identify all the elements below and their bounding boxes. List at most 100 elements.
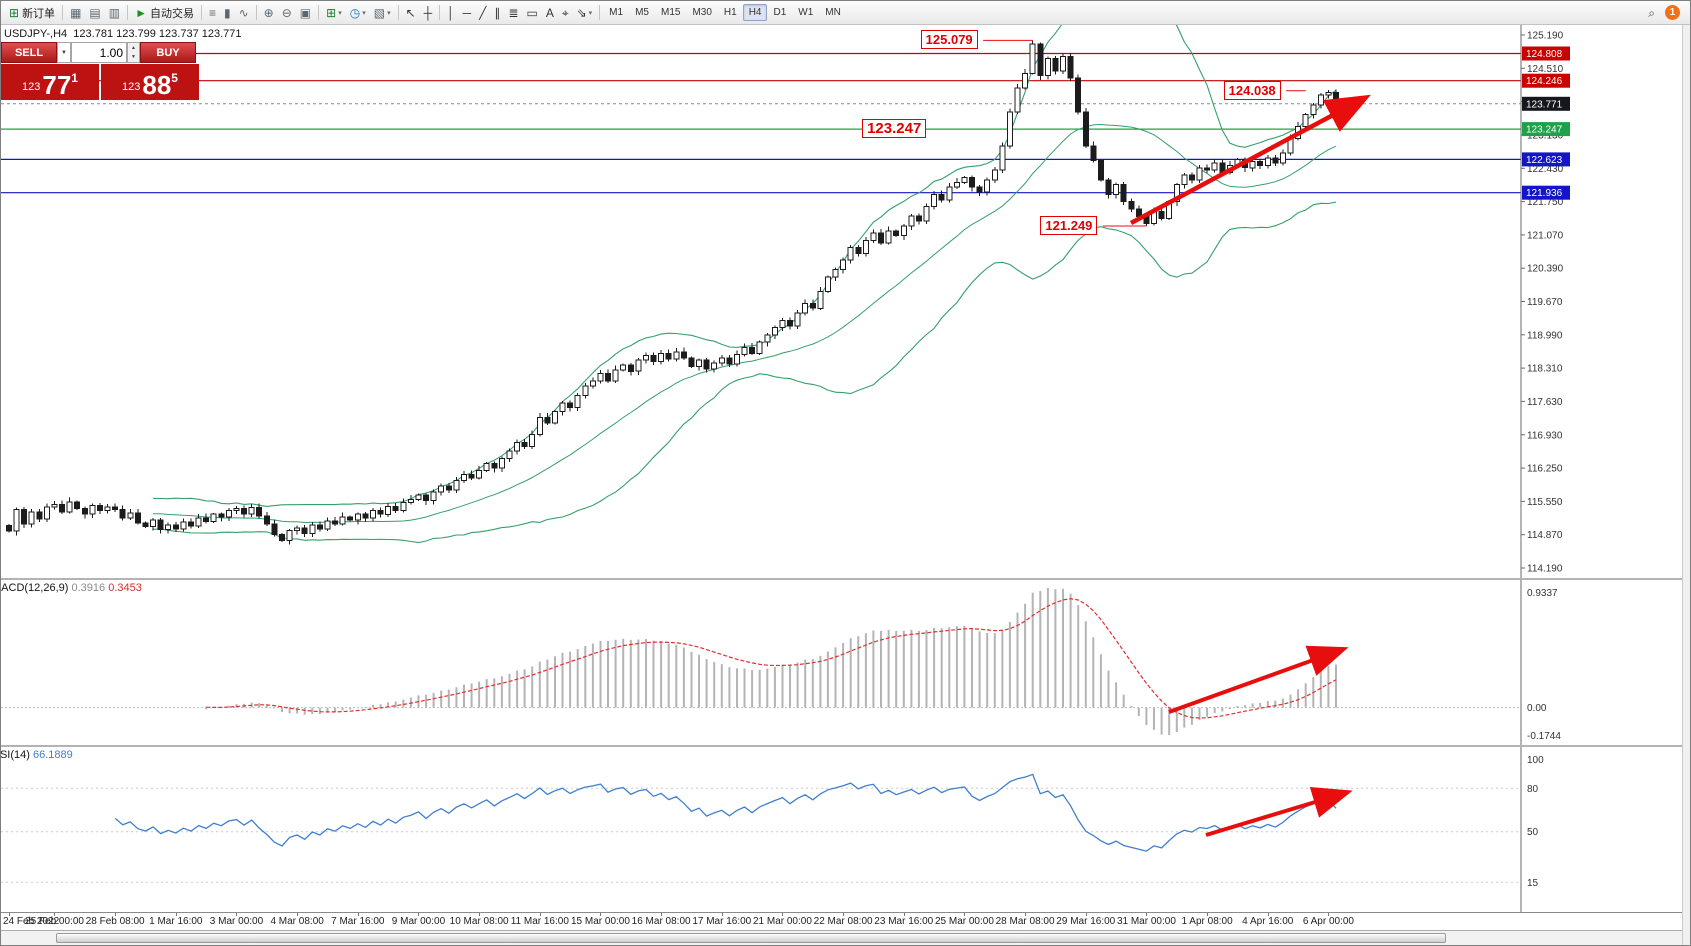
timeframe-MN[interactable]: MN [825, 7, 841, 18]
timeframe-D1[interactable]: D1 [773, 7, 787, 18]
rsi-canvas[interactable]: 100 80 50 15 [1, 747, 1682, 912]
zoom-out-icon: ⊖ [281, 5, 292, 20]
svg-text:121.936: 121.936 [1526, 188, 1563, 199]
macd-canvas[interactable]: 0.9337 0.00 -0.1744 [1, 580, 1682, 745]
search-button[interactable]: ⌕ [1645, 3, 1658, 23]
data-window-icon[interactable]: ▥ [106, 3, 123, 23]
price-badge: 121.936 [1522, 185, 1570, 200]
time-tick [903, 913, 905, 916]
main-chart-canvas-holder[interactable]: 125.190124.510123.830123.130122.430121.7… [1, 25, 1690, 578]
text-icon[interactable]: A [543, 3, 557, 23]
price-annotation[interactable]: 123.247 [862, 119, 927, 139]
buy-button[interactable]: BUY [140, 42, 196, 63]
shapes-icon[interactable]: ▭ [523, 3, 540, 23]
label-icon[interactable]: ⌖ [559, 3, 572, 23]
timeframe-M15[interactable]: M15 [660, 7, 681, 18]
panel-separator[interactable] [1, 745, 1690, 747]
tile-windows-icon[interactable]: ▣ [297, 3, 314, 23]
fibonacci-icon[interactable]: ≣ [505, 3, 521, 23]
price-tick-label: 121.070 [1527, 230, 1564, 241]
price-badge: 123.771 [1522, 96, 1570, 111]
channel-icon: ∥ [494, 5, 501, 20]
trend-arrow[interactable] [1129, 94, 1371, 225]
time-tick [1085, 913, 1087, 916]
rsi-line [114, 773, 1337, 852]
toolbar-separator [397, 5, 399, 20]
sell-button[interactable]: SELL [1, 42, 57, 63]
volume-dropdown-caret-icon[interactable]: ▼ [57, 42, 71, 63]
crosshair-icon[interactable]: ┼ [421, 3, 436, 23]
timeframe-M1[interactable]: M1 [609, 7, 624, 18]
symbol-period-label: USDJPY-,H4 [4, 28, 68, 40]
price-tick-label: 119.670 [1527, 297, 1563, 308]
templates-icon[interactable]: ▧ ▾ [371, 3, 394, 23]
time-label: 28 Mar 08:00 [995, 916, 1055, 927]
main-chart-panel[interactable]: 125.190124.510123.830123.130122.430121.7… [1, 25, 1690, 578]
volume-spinner[interactable]: ▲ ▼ [127, 42, 140, 63]
candle-chart-icon[interactable]: ▮ [221, 3, 234, 23]
line-chart-icon[interactable]: ∿ [236, 3, 252, 23]
svg-text:124.808: 124.808 [1526, 49, 1563, 60]
macd-histogram [205, 588, 1337, 735]
candles [6, 40, 1339, 545]
price-annotation[interactable]: 125.079 [920, 30, 978, 50]
time-label: 29 Mar 16:00 [1056, 916, 1116, 927]
channel-icon[interactable]: ∥ [491, 3, 503, 23]
macd-scale-zero: 0.00 [1527, 703, 1547, 714]
main-chart-canvas[interactable]: 125.190124.510123.830123.130122.430121.7… [1, 25, 1682, 578]
volume-down-icon[interactable]: ▼ [131, 54, 136, 61]
cursor-icon[interactable]: ↖ [403, 3, 419, 23]
timeframe-M30[interactable]: M30 [692, 7, 712, 18]
time-tick [1207, 913, 1209, 916]
toolbar-separator [200, 5, 202, 20]
timeframe-M5[interactable]: M5 [635, 7, 649, 18]
rsi-panel[interactable]: 100 80 50 15 RSI(14) 66.1889 [1, 747, 1690, 912]
horizontal-line-icon[interactable]: ─ [460, 3, 475, 23]
autotrade-button[interactable]: ► 自动交易 [132, 3, 197, 23]
svg-text:122.623: 122.623 [1526, 155, 1563, 166]
zoom-out-icon[interactable]: ⊖ [279, 3, 295, 23]
buy-price-display[interactable]: 123 88 5 [101, 64, 199, 100]
new-chart-icon[interactable]: ⊞ ▾ [323, 3, 345, 23]
zoom-in-icon[interactable]: ⊕ [261, 3, 277, 23]
timeframe-W1[interactable]: W1 [798, 7, 814, 18]
time-axis: 24 Feb 2022 25 Feb 00:00 28 Feb 08:00 1 Mar… [1, 912, 1690, 930]
time-tick [175, 913, 177, 916]
time-label: 16 Mar 08:00 [631, 916, 691, 927]
timeframe-H4[interactable]: H4 [742, 4, 768, 21]
macd-canvas-holder[interactable]: 0.9337 0.00 -0.1744 [1, 580, 1690, 745]
toolbar-right: ⌕ 1 [1644, 3, 1686, 23]
chevron-down-icon: ▾ [362, 9, 366, 17]
bar-chart-icon[interactable]: ≡ [206, 3, 219, 23]
macd-panel[interactable]: 0.9337 0.00 -0.1744 MACD(12,26,9) 0.3916 0… [1, 580, 1690, 745]
price-annotation[interactable]: 121.249 [1040, 215, 1098, 235]
rsi-canvas-holder[interactable]: 100 80 50 15 [1, 747, 1690, 912]
chart-history-icon[interactable]: ◷ ▾ [347, 3, 369, 23]
time-tick [1146, 913, 1148, 916]
horizontal-scrollbar[interactable] [1, 930, 1690, 945]
time-label: 3 Mar 00:00 [209, 916, 264, 927]
toolbar-separator [439, 5, 441, 20]
trend-arrow[interactable] [1205, 786, 1353, 837]
buy-price-big: 88 [142, 70, 172, 100]
fibonacci-icon: ≣ [508, 5, 519, 20]
vertical-line-icon[interactable]: │ [444, 3, 458, 23]
new-order-button[interactable]: ⊞ 新订单 [6, 3, 58, 23]
price-annotation[interactable]: 124.038 [1223, 80, 1281, 100]
panel-separator[interactable] [1, 578, 1690, 580]
trendline-icon[interactable]: ╱ [476, 3, 489, 23]
charts-grid-icon: ▦ [70, 5, 82, 20]
timeframe-H1[interactable]: H1 [723, 7, 737, 18]
volume-up-icon[interactable]: ▲ [131, 44, 136, 51]
buy-price-prefix: 123 [122, 81, 141, 93]
scrollbar-thumb[interactable] [56, 933, 1446, 943]
trend-arrow[interactable] [1168, 645, 1349, 714]
sell-price-display[interactable]: 123 77 1 [1, 64, 99, 100]
arrows-tool-icon[interactable]: ⇘ ▾ [574, 3, 596, 23]
profiles-icon[interactable]: ▤ [86, 3, 103, 23]
notification-badge[interactable]: 1 [1665, 5, 1680, 20]
cursor-icon: ↖ [405, 5, 416, 20]
charts-grid-icon[interactable]: ▦ [67, 3, 84, 23]
volume-input[interactable] [71, 42, 127, 63]
toolbar: ⊞ 新订单 ▦ ▤ ▥ ► 自动交易 ≡ ▮ ∿ ⊕ ⊖ ▣ ⊞ ▾ ◷ ▾ ▧ ▾ ↖ ┼ │ ─ ╱ ∥ ≣ ▭ A ⌖ ⇘ ▾ M1 M5… [1, 1, 1690, 25]
